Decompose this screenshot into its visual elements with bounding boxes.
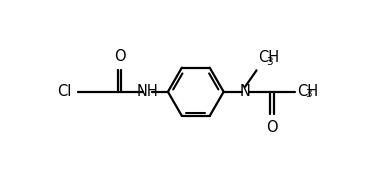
Text: CH: CH bbox=[258, 50, 279, 65]
Text: NH: NH bbox=[136, 84, 158, 99]
Text: O: O bbox=[114, 49, 125, 64]
Text: Cl: Cl bbox=[57, 84, 71, 99]
Text: 3: 3 bbox=[266, 57, 273, 67]
Text: CH: CH bbox=[297, 84, 318, 99]
Text: 3: 3 bbox=[305, 89, 311, 99]
Text: O: O bbox=[266, 120, 278, 135]
Text: N: N bbox=[240, 84, 251, 99]
